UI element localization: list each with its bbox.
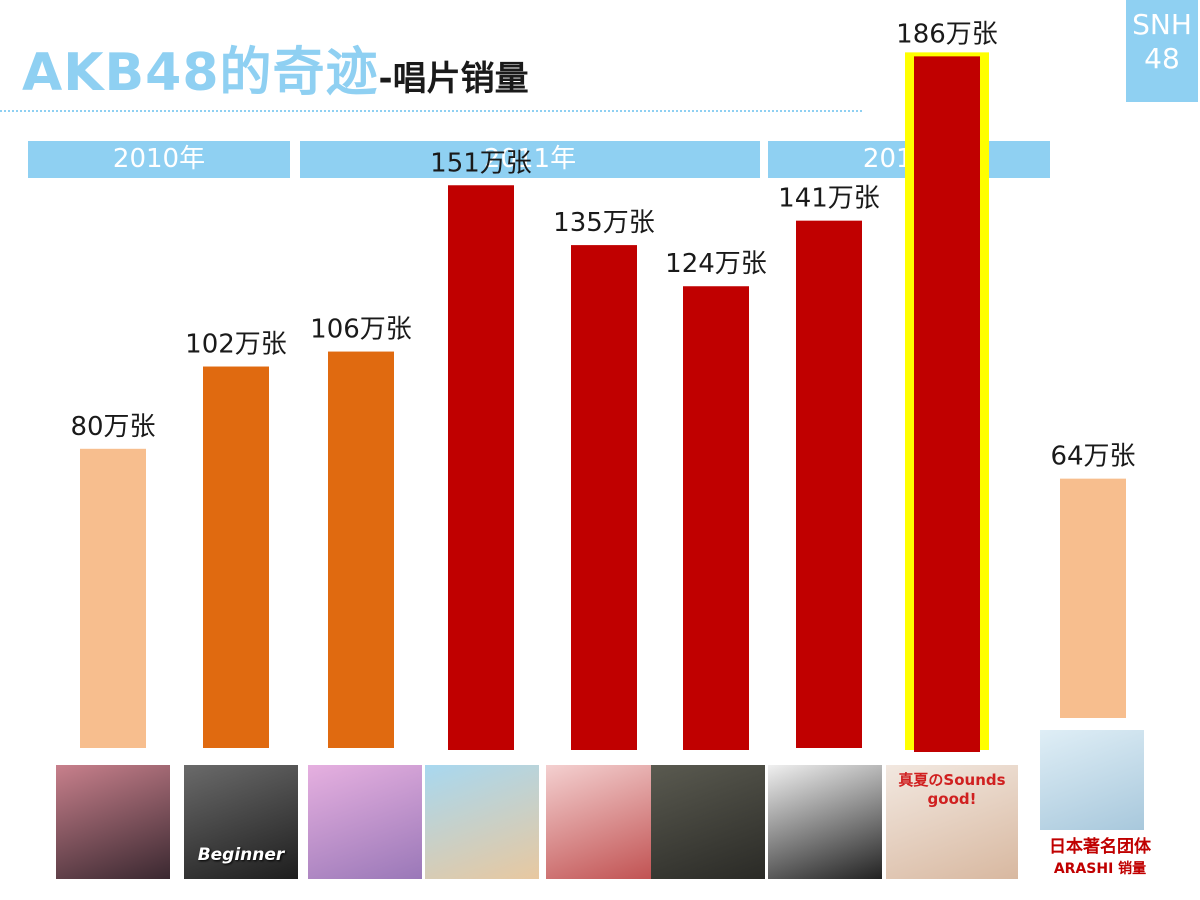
bar-value-label-2: 102万张 [185,330,287,360]
logo-line-2: 48 [1144,42,1180,75]
bar-value-label-4: 151万张 [430,148,532,178]
bar-9 [1060,478,1126,718]
bar-5 [571,245,637,750]
bar-8 [914,56,980,753]
bar-3 [328,351,394,748]
bar-6 [683,286,749,750]
bar-value-label-3: 106万张 [310,315,412,345]
bar-7 [796,220,862,748]
page-title-main: AKB48的奇迹 [22,43,379,103]
bar-1 [80,448,146,748]
album-cover-4 [425,765,539,879]
bar-value-label-7: 141万张 [778,184,880,214]
snh48-logo: SNH 48 [1126,0,1198,102]
album-cover-caption: 真夏のSounds good! [898,771,1006,808]
album-cover-1 [56,765,170,879]
bar-value-label-8: 186万张 [896,19,998,49]
album-cover-3 [308,765,422,879]
album-cover-6 [651,765,765,879]
bar-2 [203,366,269,748]
arashi-note: 日本著名团体 ARASHI 销量 [1030,836,1170,880]
album-cover-caption: Beginner [197,845,285,865]
year-band-2011: 2011年 [300,141,760,178]
year-band-2010: 2010年 [28,141,290,178]
arashi-note-line-1: 日本著名团体 [1049,837,1151,857]
album-cover-8: 真夏のSounds good! [886,765,1018,879]
bar-value-label-6: 124万张 [665,249,767,279]
arashi-note-line-2: ARASHI 销量 [1053,861,1147,877]
album-cover-5 [546,765,660,879]
logo-line-1: SNH [1132,8,1192,41]
title-divider [0,110,862,112]
bar-value-label-1: 80万张 [70,412,155,442]
bar-4 [448,185,514,750]
page-title-sub: -唱片销量 [378,59,529,99]
album-cover-7 [768,765,882,879]
page-title: AKB48的奇迹-唱片销量 [22,30,529,105]
bar-value-label-9: 64万张 [1050,442,1135,472]
bar-value-label-5: 135万张 [553,208,655,238]
album-cover-2: Beginner [184,765,298,879]
album-cover-9 [1040,730,1144,830]
